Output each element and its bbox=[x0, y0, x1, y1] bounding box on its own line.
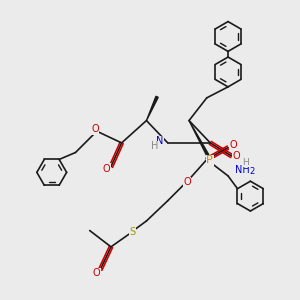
Text: O: O bbox=[103, 164, 110, 174]
Text: N: N bbox=[156, 136, 163, 146]
Polygon shape bbox=[146, 96, 158, 121]
Text: O: O bbox=[183, 177, 191, 187]
Text: O: O bbox=[93, 268, 100, 278]
Text: 2: 2 bbox=[250, 167, 255, 176]
Text: O: O bbox=[91, 124, 99, 134]
Text: NH: NH bbox=[235, 164, 250, 175]
Text: O: O bbox=[230, 140, 238, 150]
Text: H: H bbox=[242, 158, 249, 167]
Text: S: S bbox=[129, 226, 135, 237]
Text: H: H bbox=[151, 142, 158, 152]
Text: O: O bbox=[232, 151, 240, 161]
Text: P: P bbox=[206, 155, 213, 165]
Polygon shape bbox=[189, 121, 209, 156]
